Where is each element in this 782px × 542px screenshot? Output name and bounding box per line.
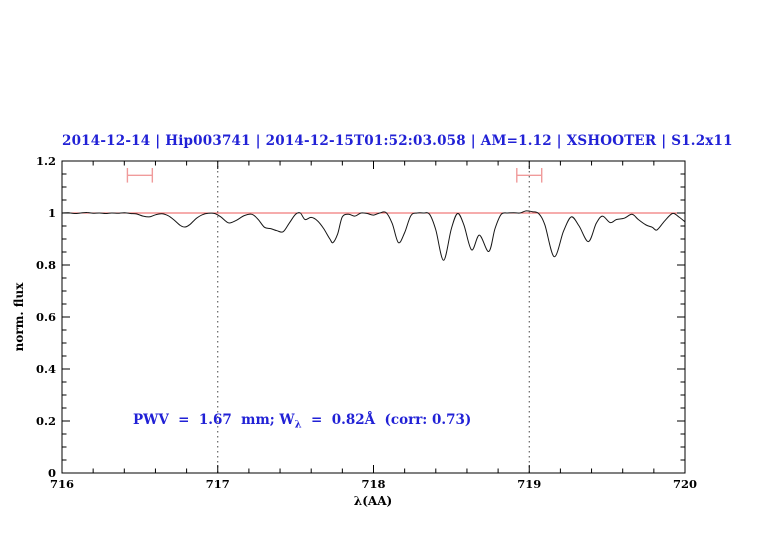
- y-tick-label: 0.2: [36, 414, 56, 428]
- telluric-marker: [126, 168, 154, 183]
- y-tick-label: 0.6: [36, 310, 56, 324]
- y-tick-label: 0: [48, 466, 56, 480]
- pwv-annotation-sub: λ: [294, 419, 302, 431]
- plot-title: 2014-12-14 | Hip003741 | 2014-12-15T01:5…: [62, 133, 733, 149]
- x-axis-label: λ(AA): [353, 494, 393, 508]
- y-tick-label: 1: [48, 206, 56, 220]
- y-axis-label: norm. flux: [12, 282, 26, 352]
- pwv-annotation-suffix: = 0.82Å (corr: 0.73): [301, 412, 472, 428]
- y-tick-label: 0.8: [36, 258, 56, 272]
- x-tick-label: 718: [361, 477, 385, 491]
- x-tick-label: 719: [517, 477, 541, 491]
- y-tick-label: 1.2: [36, 154, 56, 168]
- pwv-annotation: PWV = 1.67 mm; Wλ = 0.82Å (corr: 0.73): [133, 412, 471, 431]
- x-tick-label: 717: [206, 477, 230, 491]
- x-tick-label: 716: [50, 477, 74, 491]
- telluric-marker: [516, 168, 543, 183]
- y-tick-label: 0.4: [36, 362, 56, 376]
- pwv-annotation-prefix: PWV = 1.67 mm; W: [133, 412, 295, 428]
- spectrum-line: [61, 210, 686, 261]
- x-tick-label: 720: [673, 477, 697, 491]
